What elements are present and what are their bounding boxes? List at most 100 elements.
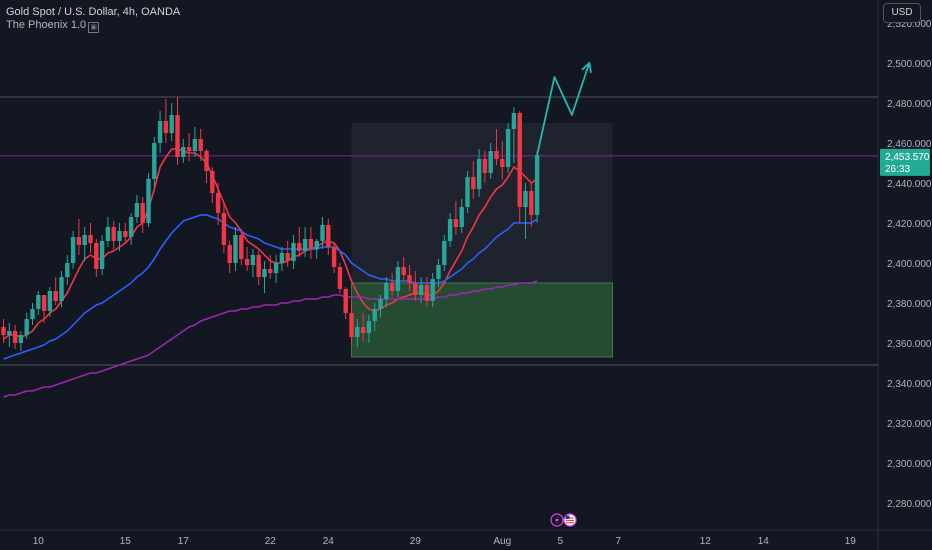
candle	[1, 319, 6, 343]
candle-body	[250, 255, 256, 265]
candle	[198, 129, 203, 161]
candle	[123, 223, 128, 243]
candle-body	[88, 235, 93, 243]
candle	[308, 227, 314, 259]
time-tick-label: 7	[616, 536, 622, 547]
candle-body	[471, 177, 476, 189]
price-tick-label: 2,280.000	[887, 499, 932, 510]
candle	[418, 277, 424, 303]
price-axis[interactable]: 2,280.000 2,300.000 2,320.000 2,340.000 2,36…	[880, 19, 932, 510]
candle	[82, 227, 87, 261]
candle-body	[401, 267, 406, 275]
candle-body	[256, 255, 261, 277]
candle	[117, 223, 122, 251]
candle	[511, 107, 517, 163]
bar-countdown: 26:33	[885, 164, 910, 175]
candle	[291, 235, 296, 269]
candle-body	[279, 253, 285, 263]
candle-body	[314, 241, 319, 249]
candle-body	[36, 295, 41, 309]
candle	[523, 183, 528, 239]
candle	[94, 239, 99, 277]
indicator-legend[interactable]: The Phoenix 1.0 ▣	[6, 19, 100, 33]
price-tick-label: 2,520.000	[887, 19, 932, 30]
candle-body	[320, 225, 325, 241]
time-axis[interactable]: 10 15 17 22 24 29 Aug 5 7 12 14 19	[33, 536, 857, 547]
candle	[7, 323, 12, 347]
candle	[413, 271, 418, 301]
candle	[430, 273, 435, 307]
candle-body	[111, 227, 116, 241]
candle-body	[326, 225, 331, 247]
candle	[152, 137, 157, 187]
candle	[181, 139, 186, 163]
candle	[12, 325, 18, 349]
current-price-value: 2,453.570	[885, 152, 930, 163]
candles	[1, 97, 540, 351]
candle-body	[523, 191, 528, 207]
candle	[360, 313, 366, 341]
candle-body	[372, 309, 377, 321]
source-code-icon[interactable]: ▣	[88, 22, 100, 33]
price-tick-label: 2,420.000	[887, 219, 932, 230]
horizontal-lines	[0, 96, 878, 366]
candle-body	[94, 243, 99, 269]
candle	[529, 183, 534, 227]
candle	[70, 231, 76, 269]
candle	[337, 263, 343, 293]
time-tick-label: 17	[178, 536, 190, 547]
candle	[256, 251, 261, 285]
candle-body	[233, 235, 238, 263]
time-tick-label: 5	[558, 536, 564, 547]
candle-body	[175, 115, 180, 157]
candle	[366, 315, 372, 343]
candle-body	[30, 309, 35, 319]
candle-body	[140, 203, 145, 223]
candle-body	[47, 291, 53, 311]
candle-body	[465, 177, 470, 207]
candle	[349, 301, 354, 345]
candle-body	[453, 219, 459, 227]
candle	[285, 241, 290, 267]
current-price-badge	[880, 148, 930, 176]
candle-body	[500, 159, 505, 167]
candle	[111, 221, 116, 249]
time-tick-label: 24	[323, 536, 335, 547]
candle-body	[24, 319, 29, 335]
candle-body	[395, 267, 401, 291]
candle	[534, 151, 540, 223]
candle-body	[430, 279, 435, 301]
candle-body	[343, 289, 348, 313]
candle-body	[65, 263, 70, 277]
candle-body	[221, 213, 227, 245]
event-icons[interactable]	[550, 513, 577, 527]
candle-body	[59, 277, 64, 301]
candle-body	[198, 139, 203, 151]
candle	[494, 129, 499, 165]
currency-button[interactable]: USD	[883, 3, 921, 23]
time-tick-label: 22	[265, 536, 277, 547]
candle-body	[418, 285, 424, 295]
symbol-title[interactable]: Gold Spot / U.S. Dollar, 4h, OANDA	[6, 6, 181, 18]
candle	[505, 123, 511, 173]
zones	[351, 123, 613, 358]
projection	[536, 61, 592, 156]
candle	[424, 277, 430, 307]
candle	[407, 265, 412, 291]
candle-body	[41, 295, 47, 311]
candle-body	[123, 231, 128, 237]
candle	[65, 255, 70, 285]
candle	[99, 235, 105, 275]
price-tick-label: 2,340.000	[887, 379, 932, 390]
candle	[482, 151, 488, 183]
candle	[279, 247, 285, 271]
candle-body	[384, 283, 389, 299]
candle-body	[389, 283, 395, 291]
candle-body	[128, 217, 134, 237]
candle	[343, 287, 348, 319]
candle-body	[355, 327, 360, 337]
price-tick-label: 2,300.000	[887, 459, 932, 470]
candle-body	[76, 237, 82, 245]
